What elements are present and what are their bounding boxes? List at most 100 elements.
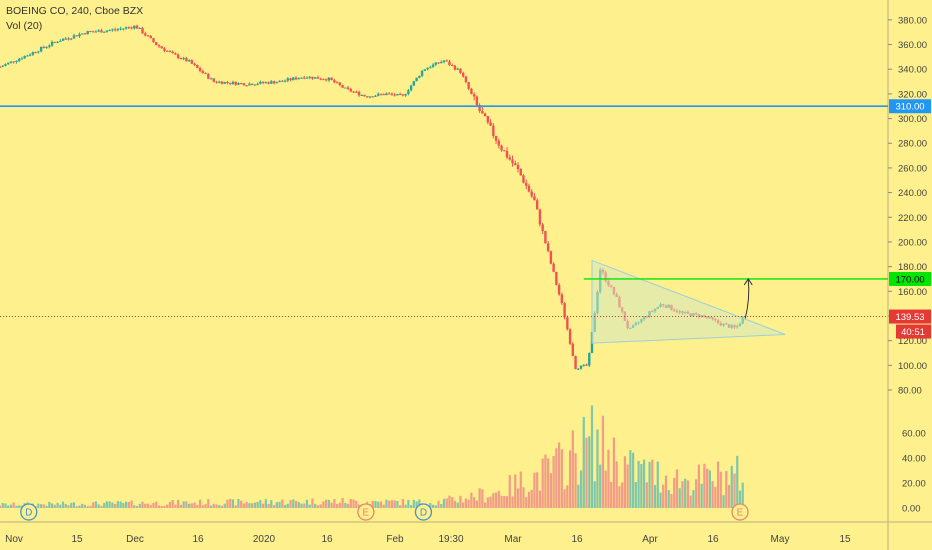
volume-bar bbox=[489, 496, 492, 508]
time-tick-label: 16 bbox=[707, 534, 719, 545]
price-tick-label: 300.00 bbox=[898, 114, 927, 125]
volume-bar bbox=[72, 502, 76, 508]
volume-bar bbox=[527, 491, 531, 508]
candle-body bbox=[155, 42, 158, 46]
candle-body bbox=[42, 46, 46, 48]
candle-body bbox=[308, 76, 311, 78]
candle-body bbox=[322, 79, 325, 81]
volume-bar bbox=[607, 449, 610, 508]
volume-bar bbox=[555, 448, 558, 508]
candle-body bbox=[28, 54, 32, 56]
candle-body bbox=[223, 81, 226, 84]
candle-body bbox=[448, 61, 451, 66]
volume-bar bbox=[563, 489, 566, 508]
candle-body bbox=[237, 82, 240, 85]
candle-body bbox=[138, 28, 141, 30]
volume-bar bbox=[155, 501, 158, 508]
volume-bar bbox=[371, 501, 374, 508]
volume-bar bbox=[418, 499, 421, 508]
candle-body bbox=[122, 28, 125, 30]
last-price-label: 139.53 bbox=[895, 312, 924, 323]
candle-body bbox=[338, 82, 342, 86]
candle-body bbox=[311, 76, 314, 79]
volume-bar bbox=[385, 499, 388, 508]
volume-bar bbox=[440, 503, 443, 508]
volume-bar bbox=[37, 503, 40, 508]
volume-bar bbox=[152, 502, 155, 508]
candle-body bbox=[141, 28, 144, 34]
candle-body bbox=[119, 28, 122, 30]
volume-bar bbox=[615, 461, 618, 508]
candle-body bbox=[20, 58, 24, 60]
candle-body bbox=[404, 94, 407, 96]
volume-bar bbox=[0, 505, 2, 508]
candle-body bbox=[497, 140, 501, 146]
volume-bar bbox=[223, 503, 226, 508]
volume-bar bbox=[81, 503, 84, 508]
volume-bar bbox=[256, 501, 259, 508]
volume-bar bbox=[475, 500, 478, 508]
volume-bar bbox=[566, 485, 569, 508]
candle-body bbox=[508, 157, 511, 160]
volume-bar bbox=[538, 490, 542, 508]
candle-body bbox=[324, 79, 328, 81]
volume-bar bbox=[259, 500, 262, 508]
candle-body bbox=[7, 62, 10, 65]
candle-body bbox=[286, 78, 289, 81]
volume-bar bbox=[226, 499, 229, 508]
volume-bar bbox=[686, 480, 690, 508]
candle-body bbox=[303, 77, 306, 79]
volume-bar bbox=[105, 501, 108, 508]
volume-bar bbox=[179, 504, 182, 508]
volume-bar bbox=[292, 499, 295, 508]
candle-body bbox=[86, 31, 89, 35]
time-tick-label: 15 bbox=[71, 534, 83, 545]
event-marker-label: D bbox=[420, 508, 427, 519]
volume-bar bbox=[621, 482, 624, 508]
candle-body bbox=[48, 45, 51, 47]
candle-body bbox=[371, 96, 374, 98]
volume-bar bbox=[388, 500, 391, 508]
volume-bar bbox=[571, 430, 574, 508]
time-tick-label: Mar bbox=[504, 534, 522, 545]
volume-bar bbox=[612, 437, 616, 508]
price-tick-label: 100.00 bbox=[898, 361, 927, 372]
volume-bar bbox=[722, 495, 725, 508]
volume-bar bbox=[119, 501, 122, 508]
countdown-badge bbox=[896, 324, 931, 339]
volume-bar bbox=[478, 488, 481, 508]
candle-body bbox=[346, 87, 350, 89]
earnings-marker bbox=[731, 503, 749, 521]
volume-bar bbox=[336, 503, 339, 508]
dividend-marker bbox=[414, 503, 433, 521]
volume-bar bbox=[651, 459, 654, 508]
candle-body bbox=[9, 61, 13, 63]
volume-bar bbox=[133, 505, 136, 508]
volume-bar bbox=[234, 505, 237, 508]
candle-body bbox=[525, 182, 528, 186]
volume-bar bbox=[325, 499, 328, 508]
candle-body bbox=[152, 38, 155, 43]
candle-body bbox=[12, 61, 15, 63]
volume-bar bbox=[283, 504, 287, 508]
volume-bar bbox=[355, 500, 358, 508]
volume-bar bbox=[667, 490, 670, 508]
time-tick-label: 16 bbox=[321, 534, 333, 545]
candle-body bbox=[313, 77, 317, 79]
volume-bar bbox=[626, 464, 629, 508]
volume-bar bbox=[294, 500, 298, 508]
volume-bar bbox=[558, 442, 561, 508]
volume-bar bbox=[207, 499, 210, 508]
volume-bar bbox=[251, 503, 254, 508]
candle-body bbox=[39, 46, 43, 52]
candle-body bbox=[393, 94, 396, 96]
time-tick-label: Nov bbox=[5, 534, 23, 545]
volume-bar bbox=[437, 500, 440, 508]
candle-body bbox=[72, 35, 76, 39]
volume-bar bbox=[138, 503, 141, 508]
candle-body bbox=[283, 80, 287, 82]
volume-bar bbox=[700, 483, 703, 508]
candle-body bbox=[289, 78, 292, 81]
